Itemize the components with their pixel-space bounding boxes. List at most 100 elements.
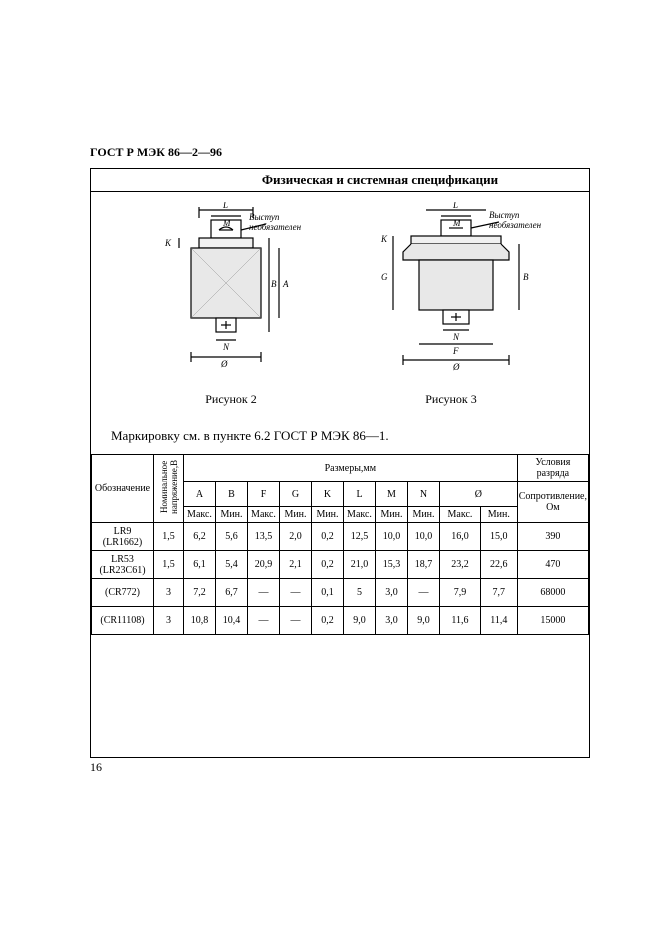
cell-dim: 5,6 xyxy=(216,523,248,551)
cell-dim: 22,6 xyxy=(480,551,517,579)
cell-dim: 5 xyxy=(344,579,376,607)
fig-annot-1b: необязателен xyxy=(249,222,302,232)
table-row: (CR772)37,26,7——0,153,0—7,97,768000 xyxy=(92,579,589,607)
table-row: LR9(LR1662)1,56,25,613,52,00,212,510,010… xyxy=(92,523,589,551)
cell-dim: 20,9 xyxy=(248,551,280,579)
fig-annot-1a: Выступ xyxy=(249,212,280,222)
cell-resist: 15000 xyxy=(517,607,588,635)
th-cond: Условия разряда xyxy=(517,455,588,482)
spec-frame: Физическая и системная спецификации xyxy=(90,168,590,758)
cell-dim: 9,0 xyxy=(344,607,376,635)
th-F: F xyxy=(248,482,280,507)
cell-dim: 10,0 xyxy=(376,523,408,551)
cell-name: (CR772) xyxy=(92,579,154,607)
cell-dim: — xyxy=(248,579,280,607)
svg-text:B: B xyxy=(523,272,529,282)
cell-dim: 12,5 xyxy=(344,523,376,551)
svg-text:B: B xyxy=(271,279,277,289)
th-K: K xyxy=(312,482,344,507)
cell-resist: 470 xyxy=(517,551,588,579)
fig2-caption: Рисунок 3 xyxy=(391,392,511,407)
svg-text:N: N xyxy=(452,332,460,342)
cell-dim: 11,6 xyxy=(440,607,481,635)
svg-text:N: N xyxy=(222,342,230,352)
th-s2: Макс. xyxy=(248,507,280,523)
svg-text:L: L xyxy=(452,202,458,210)
cell-dim: 2,1 xyxy=(280,551,312,579)
cell-dim: 0,2 xyxy=(312,551,344,579)
svg-text:F: F xyxy=(452,346,459,356)
cell-dim: 7,2 xyxy=(184,579,216,607)
cell-dim: 11,4 xyxy=(480,607,517,635)
cell-name: (CR11108) xyxy=(92,607,154,635)
cell-dim: 18,7 xyxy=(408,551,440,579)
cell-dim: 3,0 xyxy=(376,579,408,607)
table-row: LR53(LR23C61)1,56,15,420,92,10,221,015,3… xyxy=(92,551,589,579)
th-resist: Сопротивление, Ом xyxy=(517,482,588,523)
svg-text:Ø: Ø xyxy=(220,359,228,369)
fig1-caption: Рисунок 2 xyxy=(171,392,291,407)
cell-name: LR9(LR1662) xyxy=(92,523,154,551)
cell-dim: 6,7 xyxy=(216,579,248,607)
cell-dim: 2,0 xyxy=(280,523,312,551)
doc-header: ГОСТ Р МЭК 86—2—96 xyxy=(90,145,590,160)
svg-text:M: M xyxy=(222,218,231,228)
cell-dim: 10,4 xyxy=(216,607,248,635)
cell-resist: 390 xyxy=(517,523,588,551)
cell-dim: 7,7 xyxy=(480,579,517,607)
cell-dim: 10,8 xyxy=(184,607,216,635)
fig-annot-2b: необязателен xyxy=(489,220,542,230)
cell-dim: — xyxy=(280,607,312,635)
th-diam: Ø xyxy=(440,482,518,507)
th-dims: Размеры,мм xyxy=(184,455,518,482)
cell-volt: 3 xyxy=(154,607,184,635)
table-row: (CR11108)310,810,4——0,29,03,09,011,611,4… xyxy=(92,607,589,635)
cell-dim: 23,2 xyxy=(440,551,481,579)
th-obzn: Обозначение xyxy=(92,455,154,523)
cell-dim: 7,9 xyxy=(440,579,481,607)
cell-resist: 68000 xyxy=(517,579,588,607)
cell-dim: 0,2 xyxy=(312,607,344,635)
th-A: A xyxy=(184,482,216,507)
dimensions-table: Обозначение Номинальное напряжение,В Раз… xyxy=(91,454,589,635)
cell-dim: 3,0 xyxy=(376,607,408,635)
cell-dim: 13,5 xyxy=(248,523,280,551)
cell-volt: 1,5 xyxy=(154,523,184,551)
th-M: M xyxy=(376,482,408,507)
cell-dim: 15,0 xyxy=(480,523,517,551)
cell-name: LR53(LR23C61) xyxy=(92,551,154,579)
th-s9: Мин. xyxy=(480,507,517,523)
th-s3: Мин. xyxy=(280,507,312,523)
svg-text:A: A xyxy=(282,279,289,289)
cell-dim: 10,0 xyxy=(408,523,440,551)
marking-note: Маркировку см. в пункте 6.2 ГОСТ Р МЭК 8… xyxy=(91,422,589,454)
svg-text:K: K xyxy=(164,238,172,248)
th-s5: Макс. xyxy=(344,507,376,523)
th-L: L xyxy=(344,482,376,507)
cell-dim: — xyxy=(280,579,312,607)
th-s1: Мин. xyxy=(216,507,248,523)
svg-text:M: M xyxy=(452,218,461,228)
figure-3: L M K G B N xyxy=(371,202,561,382)
cell-volt: 3 xyxy=(154,579,184,607)
svg-text:L: L xyxy=(222,202,228,210)
cell-dim: — xyxy=(408,579,440,607)
svg-text:K: K xyxy=(380,234,388,244)
cell-dim: 15,3 xyxy=(376,551,408,579)
svg-text:G: G xyxy=(381,272,388,282)
page-number: 16 xyxy=(90,760,102,775)
th-G: G xyxy=(280,482,312,507)
cell-dim: 21,0 xyxy=(344,551,376,579)
th-s0: Макс. xyxy=(184,507,216,523)
th-volt: Номинальное напряжение,В xyxy=(154,455,184,523)
cell-dim: 6,2 xyxy=(184,523,216,551)
cell-volt: 1,5 xyxy=(154,551,184,579)
cell-dim: 6,1 xyxy=(184,551,216,579)
fig-annot-2a: Выступ xyxy=(489,210,520,220)
svg-text:Ø: Ø xyxy=(452,362,460,372)
th-s8: Макс. xyxy=(440,507,481,523)
cell-dim: 9,0 xyxy=(408,607,440,635)
cell-dim: 0,1 xyxy=(312,579,344,607)
cell-dim: 5,4 xyxy=(216,551,248,579)
spec-title-text: Физическая и системная спецификации xyxy=(262,172,498,187)
